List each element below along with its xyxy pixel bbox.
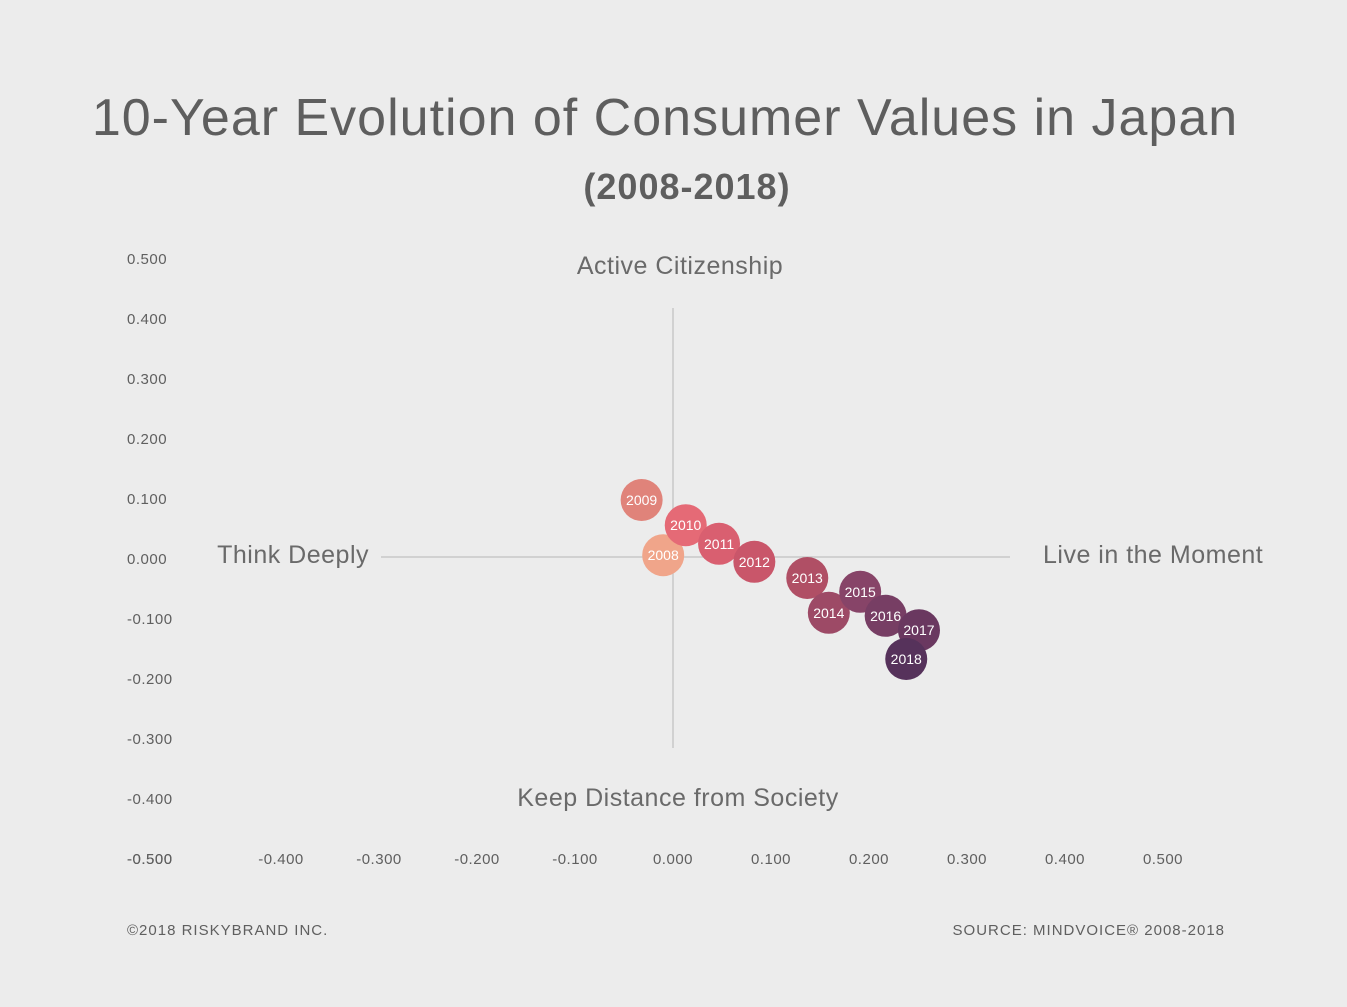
point-label: 2017: [903, 622, 934, 638]
data-point-2008: 2008: [642, 534, 685, 577]
x-tick-label: 0.300: [947, 851, 987, 868]
y-tick-label: 0.000: [127, 551, 167, 568]
source-text: SOURCE: MINDVOICE® 2008-2018: [952, 922, 1225, 939]
x-tick-label: -0.300: [356, 851, 402, 868]
data-point-2010: 2010: [664, 504, 707, 547]
y-tick-label: 0.500: [127, 251, 167, 268]
quadrant-label-left: Think Deeply: [217, 541, 369, 569]
data-point-2018: 2018: [885, 638, 928, 680]
chart-title: 10-Year Evolution of Consumer Values in …: [91, 89, 1239, 147]
y-tick-label: -0.100: [127, 611, 173, 628]
point-bubble: [698, 522, 741, 565]
point-bubble: [620, 479, 663, 521]
x-tick-label: -0.400: [258, 851, 304, 868]
point-label: 2008: [648, 547, 679, 563]
y-axis-ticks: 0.500 0.400 0.300 0.200 0.100 0.000 -0.100 -0.2…: [127, 251, 173, 868]
point-bubble: [807, 591, 850, 634]
x-tick-label: 0.500: [1143, 851, 1183, 868]
x-tick-label: -0.100: [552, 851, 598, 868]
y-tick-label: -0.500: [127, 851, 173, 868]
x-tick-label: 0.100: [751, 851, 791, 868]
point-label: 2012: [739, 554, 770, 570]
chart-subtitle: (2008-2018): [583, 166, 791, 207]
quadrant-label-right: Live in the Moment: [1043, 541, 1263, 569]
point-bubble: [885, 638, 928, 680]
x-tick-label: -0.200: [454, 851, 500, 868]
point-label: 2010: [670, 517, 701, 533]
quadrant-label-bottom: Keep Distance from Society: [517, 784, 838, 812]
point-label: 2014: [813, 605, 844, 621]
data-points: 2008200920102011201220132014201520162017…: [620, 479, 940, 680]
point-bubble: [733, 540, 776, 583]
y-tick-label: 0.200: [127, 431, 167, 448]
point-label: 2015: [845, 584, 876, 600]
data-point-2013: 2013: [786, 557, 829, 599]
point-label: 2016: [870, 608, 901, 624]
y-tick-label: 0.400: [127, 311, 167, 328]
copyright-text: ©2018 RISKYBRAND INC.: [127, 922, 329, 939]
y-tick-label: -0.400: [127, 791, 173, 808]
x-tick-label: -0.500: [127, 851, 173, 868]
data-point-2011: 2011: [698, 522, 741, 565]
y-tick-label: -0.300: [127, 731, 173, 748]
x-tick-label: 0.200: [849, 851, 889, 868]
quadrant-label-top: Active Citizenship: [577, 252, 783, 280]
point-label: 2011: [704, 536, 734, 552]
point-label: 2009: [626, 492, 657, 508]
point-label: 2018: [891, 651, 922, 667]
y-tick-label: -0.200: [127, 671, 173, 688]
data-point-2009: 2009: [620, 479, 663, 521]
point-bubble: [786, 557, 829, 599]
data-point-2012: 2012: [733, 540, 776, 583]
x-axis-ticks: -0.500 -0.400 -0.300 -0.200 -0.100 0.000 0.100…: [127, 851, 1183, 868]
point-label: 2013: [792, 570, 823, 586]
data-point-2016: 2016: [864, 594, 907, 637]
x-tick-label: 0.400: [1045, 851, 1085, 868]
point-bubble: [864, 594, 907, 637]
y-tick-label: 0.300: [127, 371, 167, 388]
data-point-2014: 2014: [807, 591, 850, 634]
point-bubble: [642, 534, 685, 577]
x-tick-label: 0.000: [653, 851, 693, 868]
point-bubble: [664, 504, 707, 547]
y-tick-label: 0.100: [127, 491, 167, 508]
